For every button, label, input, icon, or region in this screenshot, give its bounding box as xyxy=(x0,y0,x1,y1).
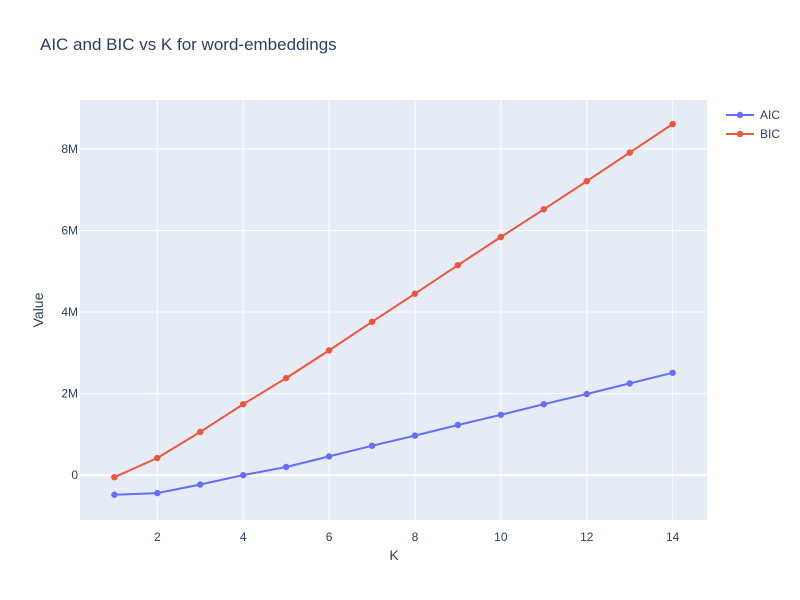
legend-swatch-marker xyxy=(736,111,744,119)
data-point-aic[interactable] xyxy=(540,400,548,408)
data-point-bic[interactable] xyxy=(111,473,118,481)
data-point-aic[interactable] xyxy=(197,481,204,488)
data-point-bic[interactable] xyxy=(154,454,161,462)
data-point-aic[interactable] xyxy=(154,489,161,497)
data-point-bic[interactable] xyxy=(626,149,633,156)
legend-item-bic[interactable]: BIC xyxy=(726,127,780,141)
legend[interactable]: AIC BIC xyxy=(726,108,780,141)
series-aic[interactable] xyxy=(111,369,676,498)
data-point-bic[interactable] xyxy=(540,206,548,213)
y-tick-label: 0 xyxy=(71,468,78,482)
data-point-aic[interactable] xyxy=(497,411,505,418)
x-axis-title: K xyxy=(389,547,399,563)
data-point-bic[interactable] xyxy=(282,374,290,382)
data-point-aic[interactable] xyxy=(669,369,676,376)
x-tick-label: 10 xyxy=(494,530,508,544)
grid xyxy=(80,100,707,520)
data-point-bic[interactable] xyxy=(325,347,333,354)
tick-labels: 2 4 6 8 10 12 14 0 2M 4M 6M 8M xyxy=(61,142,679,544)
data-point-aic[interactable] xyxy=(282,463,290,471)
data-point-bic[interactable] xyxy=(497,233,505,241)
x-tick-label: 12 xyxy=(580,530,594,544)
chart-title: AIC and BIC vs K for word-embeddings xyxy=(40,35,337,54)
legend-swatch-marker xyxy=(736,130,744,138)
data-point-aic[interactable] xyxy=(454,421,462,429)
y-tick-label: 2M xyxy=(61,387,78,401)
series-line-aic[interactable] xyxy=(114,371,673,496)
y-tick-label: 6M xyxy=(61,223,78,237)
x-tick-label: 14 xyxy=(666,530,680,544)
x-tick-label: 4 xyxy=(240,530,247,544)
data-point-aic[interactable] xyxy=(411,432,419,439)
x-tick-label: 2 xyxy=(154,530,161,544)
legend-label: AIC xyxy=(760,108,780,122)
data-point-aic[interactable] xyxy=(583,390,590,398)
data-point-bic[interactable] xyxy=(583,177,590,185)
data-point-bic[interactable] xyxy=(368,318,376,326)
x-tick-label: 6 xyxy=(326,530,333,544)
series[interactable] xyxy=(111,120,676,498)
data-point-aic[interactable] xyxy=(626,380,633,387)
data-point-bic[interactable] xyxy=(197,428,204,436)
series-line-bic[interactable] xyxy=(113,123,674,479)
y-axis-title: Value xyxy=(30,292,46,327)
data-point-bic[interactable] xyxy=(239,400,247,408)
data-point-bic[interactable] xyxy=(669,120,676,128)
data-point-aic[interactable] xyxy=(111,491,118,498)
data-point-aic[interactable] xyxy=(368,442,376,449)
data-point-aic[interactable] xyxy=(325,453,333,460)
data-point-bic[interactable] xyxy=(411,290,419,297)
data-point-bic[interactable] xyxy=(454,261,462,269)
legend-item-aic[interactable]: AIC xyxy=(726,108,780,122)
series-bic[interactable] xyxy=(111,120,676,481)
y-tick-label: 4M xyxy=(61,305,78,319)
legend-label: BIC xyxy=(760,127,780,141)
x-tick-label: 8 xyxy=(412,530,419,544)
y-tick-label: 8M xyxy=(61,142,78,156)
data-point-aic[interactable] xyxy=(239,471,247,479)
